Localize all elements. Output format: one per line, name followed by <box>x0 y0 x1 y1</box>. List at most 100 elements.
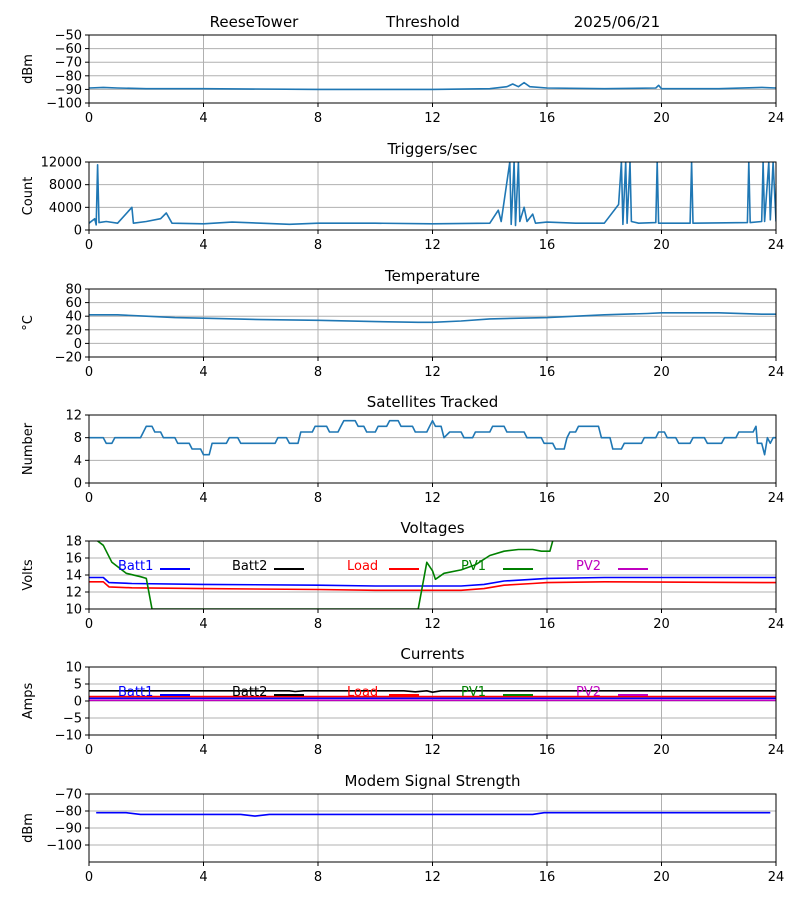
y-tick-label: 8 <box>74 431 82 446</box>
y-tick-label: 20 <box>65 323 82 338</box>
legend-label-load: Load <box>347 685 378 700</box>
series-line-batt2 <box>89 690 776 693</box>
x-tick-label: 8 <box>314 491 322 506</box>
panel-title: Triggers/sec <box>387 140 478 158</box>
x-tick-label: 16 <box>539 238 556 253</box>
x-tick-label: 0 <box>85 111 93 126</box>
x-tick-label: 24 <box>768 617 785 632</box>
x-tick-label: 8 <box>314 743 322 758</box>
y-tick-label: −70 <box>55 56 82 71</box>
x-tick-label: 12 <box>424 617 441 632</box>
panel-5: 0 4 8 12 16 20 24 10 12 14 16 18 Voltages Volts Batt1 B… <box>21 519 784 632</box>
x-tick-label: 0 <box>85 870 93 885</box>
panel-6: 0 4 8 12 16 20 24 −10 −5 0 5 10 Currents Amps Batt1 Bat… <box>21 645 784 758</box>
y-tick-label: −50 <box>55 29 82 44</box>
panel-title: Temperature <box>384 267 480 285</box>
panel-1: 0 4 8 12 16 20 24 −50−60−70−80−90−100 dBm <box>21 29 784 127</box>
x-tick-label: 12 <box>424 365 441 380</box>
legend-label-pv2: PV2 <box>576 685 601 700</box>
legend-label-pv2: PV2 <box>576 559 601 574</box>
y-tick-label: 4000 <box>49 201 82 216</box>
panel-title: Modem Signal Strength <box>345 772 521 790</box>
x-tick-label: 0 <box>85 743 93 758</box>
x-tick-label: 16 <box>539 491 556 506</box>
x-tick-label: 12 <box>424 870 441 885</box>
panel-title: Currents <box>400 645 464 663</box>
y-tick-label: 0 <box>74 695 82 710</box>
y-tick-label: 80 <box>65 283 82 298</box>
y-tick-label: −100 <box>46 839 82 854</box>
header-date: 2025/06/21 <box>574 13 660 31</box>
y-tick-label: 60 <box>65 296 82 311</box>
y-tick-label: −80 <box>55 805 82 820</box>
y-axis-label: Count <box>21 177 36 216</box>
x-tick-label: 0 <box>85 238 93 253</box>
y-tick-label: 0 <box>74 477 82 492</box>
x-tick-label: 4 <box>199 870 207 885</box>
series-line-batt1 <box>89 576 776 587</box>
y-tick-label: 10 <box>65 603 82 618</box>
x-tick-label: 20 <box>653 617 670 632</box>
panel-4: 0 4 8 12 16 20 24 0 4 8 12 Satellites Tracked Number <box>21 393 784 506</box>
series-line-1 <box>89 162 776 227</box>
y-tick-label: −90 <box>55 822 82 837</box>
y-tick-label: −70 <box>55 788 82 803</box>
x-tick-label: 8 <box>314 617 322 632</box>
legend-label-batt1: Batt1 <box>118 685 153 700</box>
x-tick-label: 4 <box>199 365 207 380</box>
header-label: Threshold <box>385 13 460 31</box>
panel-title: Voltages <box>400 519 464 537</box>
y-tick-label: 10 <box>65 661 82 676</box>
legend-label-batt2: Batt2 <box>232 559 267 574</box>
x-tick-label: 8 <box>314 870 322 885</box>
series-line-1 <box>96 811 771 817</box>
header-station: ReeseTower <box>210 13 300 31</box>
legend-label-pv1: PV1 <box>461 685 486 700</box>
x-tick-label: 0 <box>85 365 93 380</box>
y-axis-label: Number <box>21 422 36 475</box>
y-tick-label: −5 <box>63 712 82 727</box>
x-tick-label: 24 <box>768 238 785 253</box>
x-tick-label: 20 <box>653 111 670 126</box>
x-tick-label: 12 <box>424 491 441 506</box>
y-tick-label: 40 <box>65 310 82 325</box>
x-tick-label: 24 <box>768 743 785 758</box>
panel-2: 0 4 8 12 16 20 24 0 4000 8000 12000 Triggers/sec Cou… <box>21 140 784 253</box>
y-axis-label: °C <box>21 315 36 331</box>
series-line-1 <box>89 312 776 324</box>
x-tick-label: 4 <box>199 743 207 758</box>
x-tick-label: 4 <box>199 491 207 506</box>
x-tick-label: 24 <box>768 111 785 126</box>
x-tick-label: 0 <box>85 491 93 506</box>
x-tick-label: 0 <box>85 617 93 632</box>
y-tick-label: 4 <box>74 454 82 469</box>
x-tick-label: 20 <box>653 491 670 506</box>
x-tick-label: 4 <box>199 238 207 253</box>
y-tick-label: 12 <box>65 409 82 424</box>
x-tick-label: 20 <box>653 870 670 885</box>
y-axis-label: dBm <box>21 813 36 843</box>
y-tick-label: 0 <box>74 337 82 352</box>
legend-label-batt2: Batt2 <box>232 685 267 700</box>
y-axis-label: Volts <box>21 559 36 591</box>
y-axis-label: dBm <box>21 54 36 84</box>
legend-label-batt1: Batt1 <box>118 559 153 574</box>
y-tick-label: −100 <box>46 97 82 112</box>
x-tick-label: 20 <box>653 743 670 758</box>
x-tick-label: 4 <box>199 111 207 126</box>
series-line-1 <box>89 81 776 91</box>
series-line-load <box>89 581 776 592</box>
x-tick-label: 20 <box>653 365 670 380</box>
y-axis-label: Amps <box>21 682 36 719</box>
legend-label-load: Load <box>347 559 378 574</box>
y-tick-label: −80 <box>55 69 82 84</box>
x-tick-label: 12 <box>424 743 441 758</box>
legend-label-pv1: PV1 <box>461 559 486 574</box>
panel-title: Satellites Tracked <box>367 393 498 411</box>
y-tick-label: −10 <box>55 729 82 744</box>
x-tick-label: 8 <box>314 365 322 380</box>
x-tick-label: 16 <box>539 870 556 885</box>
y-tick-label: 14 <box>65 569 82 584</box>
y-tick-label: −90 <box>55 83 82 98</box>
